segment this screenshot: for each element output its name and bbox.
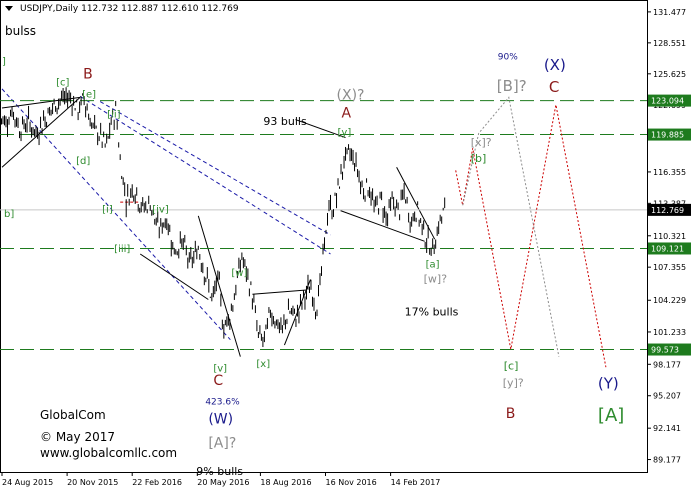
symbol-header: USDJPY,Daily 112.732 112.887 112.610 112… [20,4,239,14]
level-badge-label: 99.573 [651,346,679,355]
y-tick-label: 128.551 [653,39,686,48]
x-tick-label: 16 Nov 2016 [326,478,377,487]
wave-label: [d] [76,156,90,167]
current-price-label: 112.769 [651,206,684,215]
x-tick-label: 20 Nov 2015 [67,478,118,487]
x-tick-label: 24 Aug 2015 [2,478,53,487]
wave-label: [x] [256,359,270,370]
wave-label: [i] [102,205,113,216]
wave-label: [A] [598,405,624,426]
wave-label: [b] [471,152,487,165]
wave-label: 93 bulls [263,115,307,128]
watermark-website: www.globalcomllc.com [40,446,177,460]
wave-label: 9% bulls [196,465,243,478]
wave-label: ] [2,57,6,68]
y-tick-label: 107.355 [653,263,686,272]
wave-label: 423.6% [205,397,240,407]
x-tick-label: 20 May 2016 [197,478,249,487]
wave-label: [A]? [208,436,236,452]
wave-label: B [83,66,93,82]
wave-label: [w] [231,268,247,279]
wave-label: 17% bulls [405,305,459,318]
wave-label: C [213,373,223,389]
y-tick-label: 104.229 [653,296,686,305]
wave-label: B [506,406,516,422]
y-tick-label: 89.177 [653,456,681,465]
watermark-copyright: © May 2017 [40,430,115,444]
wave-label: [c] [56,78,69,89]
wave-label: (Y) [598,374,619,392]
wave-label: (X) [544,56,566,74]
wave-label: b] [4,209,14,220]
wave-label: (W) [208,411,233,427]
wave-label: 90% [498,52,518,62]
x-tick-label: 22 Feb 2016 [132,478,182,487]
wave-label: [x]? [471,136,492,149]
watermark-company: GlobalCom [40,408,106,422]
sentiment-label: bulss [5,24,36,38]
x-tick-label: 18 Aug 2016 [260,478,311,487]
wave-label: (X)? [337,87,365,103]
y-tick-label: 116.355 [653,168,686,177]
wave-label: [c] [504,359,519,372]
wave-label: [e] [82,89,96,100]
wave-label: [iii] [114,244,130,255]
wave-label: [y]? [503,376,524,389]
y-tick-label: 101.233 [653,328,686,337]
y-tick-label: 98.177 [653,360,681,369]
level-badge-label: 109.121 [651,244,684,253]
y-tick-label: 131.477 [653,8,686,17]
x-tick-label: 14 Feb 2017 [391,478,441,487]
y-tick-label: 92.141 [653,424,681,433]
wave-label: [y] [338,127,352,138]
wave-label: [iv] [152,205,169,216]
y-tick-label: 95.207 [653,392,681,401]
wave-label: A [342,105,352,121]
y-tick-label: 110.321 [653,232,686,241]
wave-label: [B]? [497,77,527,95]
wave-label: [ii] [107,109,120,120]
level-badge-label: 119.885 [651,131,684,140]
level-badge-label: 123.094 [651,97,684,106]
wave-label: C [549,78,559,96]
wave-label: [a] [426,260,440,271]
dropdown-arrow-icon[interactable] [5,6,13,11]
wave-label: [w]? [424,273,448,286]
price-axis: 131.477128.551125.625122.699119.773116.3… [647,8,686,465]
y-tick-label: 125.625 [653,70,686,79]
